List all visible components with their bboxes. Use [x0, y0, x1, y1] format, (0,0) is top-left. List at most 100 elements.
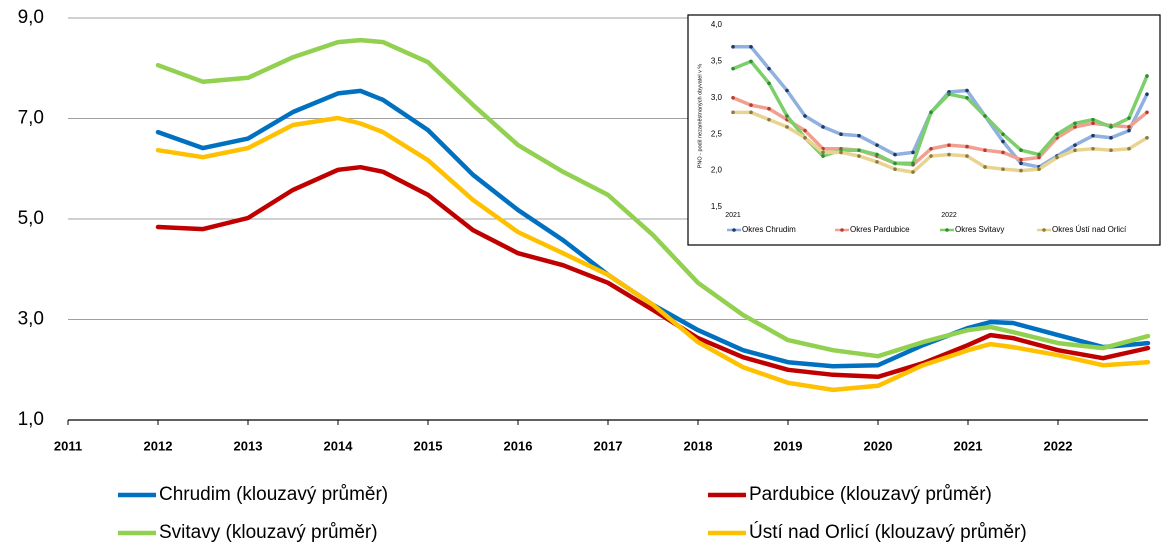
series-point: [1073, 143, 1077, 147]
series-point: [1037, 167, 1041, 171]
series-point: [1001, 150, 1005, 155]
series-point: [1127, 116, 1131, 120]
series-point: [767, 66, 771, 71]
y-tick-label: 1,0: [18, 409, 44, 430]
series-point: [1145, 92, 1149, 96]
series-point: [785, 114, 789, 118]
legend-label: Svitavy (klouzavý průměr): [159, 522, 378, 543]
x-tick-label: 2019: [774, 438, 803, 453]
x-tick-label: 2018: [684, 438, 713, 453]
series-point: [749, 45, 753, 49]
series-point: [857, 154, 861, 158]
x-tick-label: 2022: [1044, 438, 1073, 453]
series-point: [1019, 161, 1023, 166]
series-line: [155, 164, 1151, 380]
series-point: [1001, 139, 1005, 144]
series-point: [983, 148, 987, 153]
y-tick-label: 9,0: [18, 7, 44, 28]
series-point: [731, 110, 735, 115]
series-point: [1073, 125, 1077, 129]
y-tick-label: 2,5: [711, 129, 723, 138]
series-point: [803, 128, 807, 133]
series-point: [803, 114, 807, 118]
series-point: [911, 161, 915, 166]
legend-marker: [732, 228, 736, 232]
legend-marker: [945, 228, 949, 232]
series-point: [749, 103, 753, 107]
series-point: [965, 88, 969, 93]
series-point: [839, 150, 843, 155]
series-point: [821, 154, 825, 158]
y-tick-label: 3,0: [711, 93, 723, 102]
series-point: [1127, 125, 1131, 129]
y-tick-label: 5,0: [18, 208, 44, 229]
series-point: [785, 88, 789, 93]
series-point: [875, 152, 879, 157]
series-line: [155, 115, 1151, 393]
y-tick-label: 1,5: [711, 202, 723, 211]
series-point: [1001, 167, 1005, 171]
series-point: [767, 117, 771, 122]
series-point: [1019, 157, 1023, 162]
x-tick-label: 2014: [324, 438, 354, 453]
series-point: [785, 125, 789, 129]
series-point: [803, 136, 807, 140]
x-tick-label: 2021: [954, 438, 983, 453]
x-tick-label: 2020: [864, 438, 893, 453]
series-point: [1037, 152, 1041, 157]
legend-label: Okres Ústí nad Orlicí: [1052, 225, 1127, 234]
y-tick-label: 3,5: [711, 57, 723, 66]
series-point: [1127, 146, 1131, 151]
legend-label: Pardubice (klouzavý průměr): [749, 484, 992, 505]
series-point: [749, 110, 753, 115]
series-point: [857, 148, 861, 153]
series-point: [911, 150, 915, 155]
series-point: [1055, 155, 1059, 160]
y-tick-label: 4,0: [711, 20, 723, 29]
y-tick-label: 3,0: [18, 309, 44, 330]
series-point: [893, 167, 897, 171]
series-point: [911, 170, 915, 174]
series-point: [1145, 110, 1149, 115]
series-point: [875, 160, 879, 164]
series-point: [821, 125, 825, 129]
x-tick-label: 2012: [144, 438, 173, 453]
y-tick-label: 2,0: [711, 166, 723, 175]
series-point: [983, 114, 987, 118]
series-point: [947, 143, 951, 147]
series-point: [731, 96, 735, 100]
series-point: [1145, 74, 1149, 78]
series-point: [1109, 136, 1113, 140]
series-point: [1091, 133, 1095, 138]
series-point: [821, 150, 825, 155]
series-point: [983, 165, 987, 169]
series-point: [893, 152, 897, 157]
series-point: [1091, 117, 1095, 122]
x-tick-label: 2011: [54, 438, 82, 453]
series-point: [1055, 132, 1059, 136]
legend-marker: [840, 228, 844, 232]
series-point: [947, 92, 951, 96]
series-point: [857, 133, 861, 138]
series-line: [732, 96, 1149, 167]
series-point: [731, 45, 735, 49]
series-point: [1019, 148, 1023, 153]
series-point: [839, 132, 843, 136]
legend-label: Okres Pardubice: [850, 225, 910, 234]
series-point: [767, 81, 771, 86]
series-point: [731, 66, 735, 71]
legend-label: Okres Svitavy: [955, 225, 1004, 234]
series-point: [1037, 155, 1041, 160]
series-point: [965, 96, 969, 100]
series-point: [1109, 148, 1113, 153]
legend-label: Ústí nad Orlicí (klouzavý průměr): [749, 521, 1027, 543]
y-axis-label: PNO - podíl nezaměstnaných obyvatel v %: [697, 64, 703, 169]
series-point: [929, 146, 933, 151]
legend-label: Chrudim (klouzavý průměr): [159, 484, 388, 505]
x-tick-label: 2017: [594, 438, 623, 453]
series-point: [1073, 121, 1077, 126]
x-tick-label: 2015: [414, 438, 443, 453]
series-point: [1091, 121, 1095, 126]
series-line: [155, 37, 1151, 359]
